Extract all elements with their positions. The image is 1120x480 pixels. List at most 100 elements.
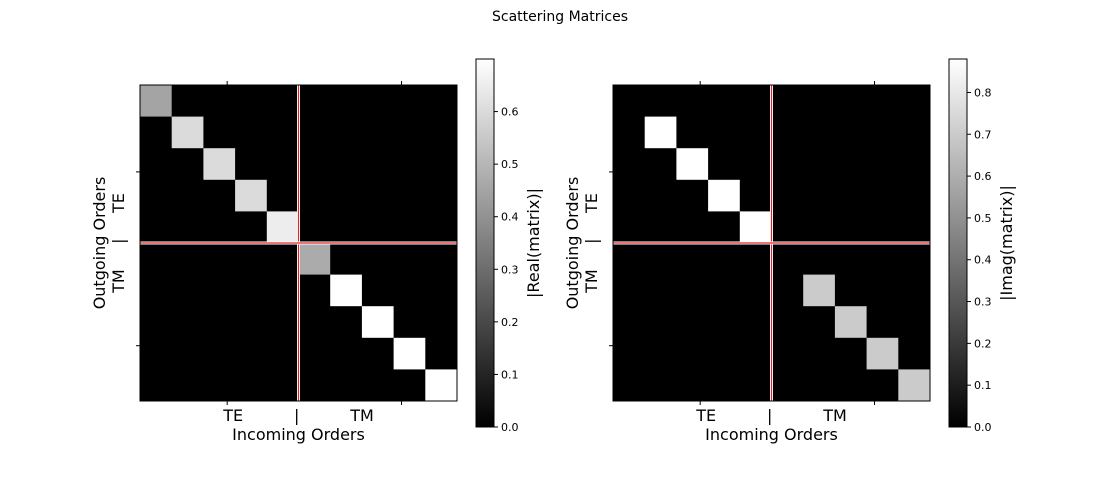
heatmap-cell-r4-c1 (171, 211, 204, 244)
heatmap-cell-r0-c8 (866, 85, 899, 117)
heatmap-cell-r7-c4 (266, 306, 299, 339)
heatmap-cell-r0-c7 (834, 85, 867, 117)
heatmap-cell-r1-c7 (361, 116, 394, 149)
heatmap-cell-r5-c5 (771, 243, 804, 275)
heatmap-cell-r1-c3 (708, 116, 741, 149)
colorbar-tick-label-0: 0.0 (974, 421, 992, 434)
heatmap-cell-r2-c6 (330, 148, 363, 181)
heatmap-cell-r5-c1 (644, 243, 677, 275)
heatmap-cell-r0-c6 (803, 85, 836, 117)
heatmap-cell-r3-c8 (393, 179, 426, 212)
heatmap-cell-r8-c8 (866, 337, 899, 370)
heatmap-cell-r6-c2 (676, 274, 709, 307)
heatmap-cell-r7-c1 (644, 306, 677, 339)
heatmap-cell-r9-c1 (644, 369, 677, 402)
heatmap-cell-r5-c3 (708, 243, 741, 275)
heatmap-cell-r7-c5 (771, 306, 804, 339)
heatmap-cell-r2-c8 (866, 148, 899, 181)
heatmap-cell-r4-c3 (235, 211, 268, 244)
heatmap-cell-r5-c7 (834, 243, 867, 275)
y-axis-label: Outgoing Orders (90, 177, 109, 310)
colorbar-label: |Real(matrix)| (524, 188, 543, 298)
colorbar-tick-label-1: 0.1 (501, 368, 519, 381)
heatmap-cell-r9-c3 (708, 369, 741, 402)
colorbar-tick-label-4: 0.4 (501, 211, 519, 224)
heatmap-cell-r2-c1 (171, 148, 204, 181)
heatmap-cell-r5-c0 (613, 243, 646, 275)
heatmap-cell-r2-c7 (361, 148, 394, 181)
heatmap-cell-r1-c0 (613, 116, 646, 149)
heatmap-cell-r2-c7 (834, 148, 867, 181)
heatmap-cell-r7-c7 (834, 306, 867, 339)
heatmap-cell-r6-c7 (834, 274, 867, 307)
heatmap-cell-r8-c7 (361, 337, 394, 370)
heatmap-cell-r4-c6 (330, 211, 363, 244)
colorbar-tick-label-6: 0.6 (501, 106, 519, 119)
colorbar-tick-label-5: 0.5 (501, 158, 519, 171)
heatmap-cell-r3-c4 (739, 179, 772, 212)
colorbar-tick-label-2: 0.2 (501, 316, 519, 329)
colorbar-tick-label-5: 0.5 (974, 212, 992, 225)
heatmap-cell-r1-c1 (171, 116, 204, 149)
heatmap-cell-r5-c4 (739, 243, 772, 275)
heatmap-cell-r3-c0 (140, 179, 173, 212)
heatmap-cell-r6-c7 (361, 274, 394, 307)
heatmap-cell-r6-c5 (771, 274, 804, 307)
heatmap-cell-r8-c9 (425, 337, 458, 370)
heatmap-cell-r0-c1 (171, 85, 204, 117)
heatmap-cell-r8-c4 (739, 337, 772, 370)
heatmap-cell-r2-c3 (708, 148, 741, 181)
heatmap-cell-r8-c0 (140, 337, 173, 370)
heatmap-cell-r9-c5 (771, 369, 804, 402)
colorbar-tick-label-3: 0.3 (974, 296, 992, 309)
heatmap-cell-r2-c9 (425, 148, 458, 181)
heatmap-cell-r0-c0 (140, 85, 173, 117)
heatmap-cell-r8-c4 (266, 337, 299, 370)
heatmap-cell-r8-c6 (330, 337, 363, 370)
heatmap-cell-r9-c8 (393, 369, 426, 402)
heatmap-cell-r0-c4 (266, 85, 299, 117)
colorbar-label: |Imag(matrix)| (997, 185, 1016, 301)
heatmap-cell-r4-c3 (708, 211, 741, 244)
heatmap-cell-r4-c0 (613, 211, 646, 244)
x-axis-label-orders: TE | TM (695, 406, 847, 425)
colorbar-tick-label-6: 0.6 (974, 170, 992, 183)
heatmap-cell-r4-c8 (393, 211, 426, 244)
heatmap-cell-r9-c0 (140, 369, 173, 402)
heatmap-cell-r0-c3 (235, 85, 268, 117)
heatmap-cell-r7-c4 (739, 306, 772, 339)
heatmap-cell-r3-c2 (676, 179, 709, 212)
heatmap-cell-r2-c3 (235, 148, 268, 181)
heatmap-cell-r5-c6 (803, 243, 836, 275)
heatmap-cell-r2-c2 (676, 148, 709, 181)
heatmap-cell-r5-c9 (898, 243, 931, 275)
heatmap-cell-r7-c7 (361, 306, 394, 339)
heatmap-cell-r9-c7 (834, 369, 867, 402)
colorbar-tick-label-2: 0.2 (974, 337, 992, 350)
heatmap-cell-r0-c0 (613, 85, 646, 117)
heatmap-cell-r3-c1 (644, 179, 677, 212)
heatmap-cell-r4-c7 (834, 211, 867, 244)
heatmap-cell-r5-c5 (298, 243, 331, 275)
heatmap-cell-r1-c4 (266, 116, 299, 149)
figure-title: Scattering Matrices (492, 9, 628, 25)
heatmap-cell-r3-c5 (771, 179, 804, 212)
heatmap-cell-r6-c3 (235, 274, 268, 307)
heatmap-cell-r8-c5 (771, 337, 804, 370)
heatmap-cell-r2-c5 (298, 148, 331, 181)
heatmap-cell-r1-c3 (235, 116, 268, 149)
heatmap-cell-r3-c3 (708, 179, 741, 212)
heatmap-cell-r0-c7 (361, 85, 394, 117)
heatmap-cell-r6-c6 (330, 274, 363, 307)
heatmap-cell-r7-c2 (676, 306, 709, 339)
heatmap-cell-r2-c6 (803, 148, 836, 181)
heatmap-cell-r3-c9 (425, 179, 458, 212)
heatmap-cell-r0-c4 (739, 85, 772, 117)
heatmap-cell-r9-c4 (266, 369, 299, 402)
heatmap-cell-r0-c2 (676, 85, 709, 117)
heatmap-cell-r7-c5 (298, 306, 331, 339)
heatmap-cell-r7-c6 (330, 306, 363, 339)
